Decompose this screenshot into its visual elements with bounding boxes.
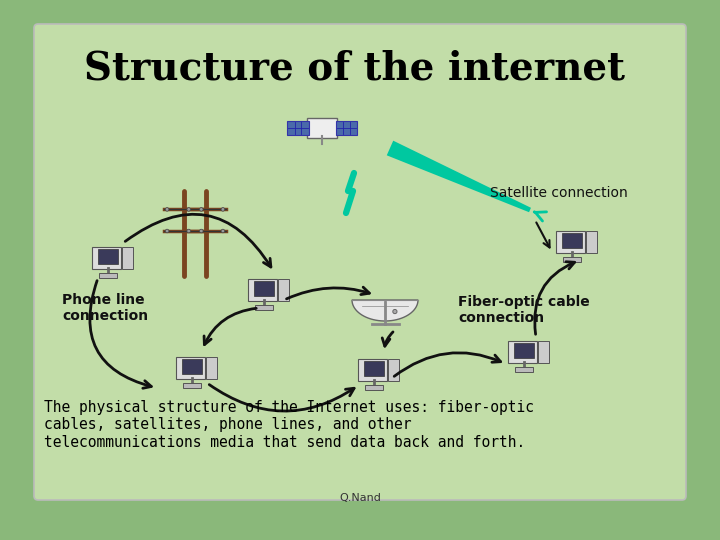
FancyBboxPatch shape [508, 341, 537, 363]
FancyBboxPatch shape [99, 273, 117, 278]
FancyBboxPatch shape [585, 231, 597, 253]
FancyBboxPatch shape [278, 279, 289, 301]
Circle shape [199, 207, 203, 211]
FancyBboxPatch shape [513, 343, 534, 357]
FancyBboxPatch shape [183, 382, 201, 388]
Circle shape [221, 207, 225, 211]
FancyBboxPatch shape [92, 247, 121, 269]
FancyBboxPatch shape [538, 341, 549, 363]
Polygon shape [387, 141, 531, 212]
FancyBboxPatch shape [387, 359, 399, 381]
Circle shape [221, 229, 225, 233]
FancyBboxPatch shape [336, 121, 357, 135]
Circle shape [166, 229, 169, 233]
FancyBboxPatch shape [365, 384, 383, 390]
FancyBboxPatch shape [364, 361, 384, 376]
FancyBboxPatch shape [515, 367, 533, 372]
Text: Q.Nand: Q.Nand [339, 493, 381, 503]
Text: Structure of the internet: Structure of the internet [84, 49, 626, 87]
Text: The physical structure of the Internet uses: fiber-optic
cables, satellites, pho: The physical structure of the Internet u… [44, 400, 534, 450]
Text: Fiber-optic cable
connection: Fiber-optic cable connection [458, 295, 590, 325]
FancyBboxPatch shape [206, 357, 217, 379]
Circle shape [166, 207, 169, 211]
FancyBboxPatch shape [307, 118, 336, 138]
FancyBboxPatch shape [359, 359, 387, 381]
Circle shape [187, 229, 191, 233]
Polygon shape [352, 300, 418, 321]
Circle shape [393, 309, 397, 314]
FancyBboxPatch shape [255, 305, 273, 310]
Circle shape [187, 207, 191, 211]
Text: Satellite connection: Satellite connection [490, 186, 628, 200]
FancyBboxPatch shape [98, 249, 118, 264]
FancyBboxPatch shape [176, 357, 205, 379]
FancyBboxPatch shape [248, 279, 277, 301]
Circle shape [199, 229, 203, 233]
FancyBboxPatch shape [563, 256, 581, 262]
Text: Phone line
connection: Phone line connection [62, 293, 148, 323]
FancyBboxPatch shape [253, 281, 274, 295]
FancyBboxPatch shape [34, 24, 686, 500]
FancyBboxPatch shape [562, 233, 582, 248]
FancyBboxPatch shape [557, 231, 585, 253]
FancyBboxPatch shape [181, 359, 202, 374]
FancyBboxPatch shape [287, 121, 309, 135]
FancyBboxPatch shape [122, 247, 132, 269]
